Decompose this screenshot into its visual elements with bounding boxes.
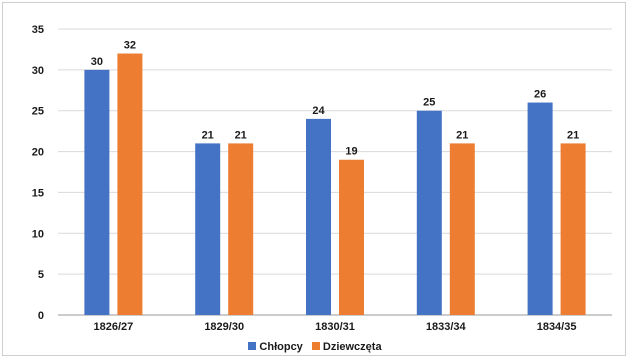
bars (84, 53, 586, 316)
bar-dziewczeta (117, 53, 143, 316)
bar-dziewczeta (449, 143, 475, 315)
data-label: 30 (91, 56, 103, 68)
y-tick-label: 15 (32, 187, 44, 199)
data-label: 26 (534, 89, 546, 101)
x-tick-label: 1833/34 (426, 321, 467, 333)
y-tick-label: 20 (32, 147, 44, 159)
data-label: 25 (423, 97, 435, 109)
y-axis: 0 5 10 15 20 25 30 35 (32, 24, 44, 322)
x-tick-label: 1830/31 (315, 321, 355, 333)
legend-label-chlopcy: Chłopcy (259, 341, 303, 353)
data-label: 21 (456, 129, 468, 141)
legend: Chłopcy Dziewczęta (0, 341, 630, 353)
legend-swatch-dziewczeta (311, 342, 320, 350)
bar-chlopcy (527, 102, 553, 316)
x-tick-label: 1834/35 (537, 321, 577, 333)
data-labels: 30 32 21 21 24 19 25 21 26 21 (91, 40, 579, 158)
bar-chlopcy (84, 69, 110, 315)
bar-chlopcy (416, 110, 442, 315)
gridlines (58, 28, 612, 316)
bar-dziewczeta (560, 143, 586, 315)
bar-dziewczeta (339, 159, 364, 315)
data-label: 21 (567, 129, 579, 141)
bar-chlopcy (306, 118, 331, 315)
data-label: 24 (312, 105, 325, 117)
bar-chlopcy (195, 143, 221, 315)
y-tick-label: 25 (32, 106, 44, 118)
x-tick-label: 1826/27 (94, 321, 134, 333)
legend-swatch-chlopcy (248, 342, 257, 350)
y-tick-label: 0 (38, 310, 44, 322)
legend-item-chlopcy: Chłopcy (248, 341, 303, 353)
data-label: 32 (124, 40, 136, 52)
x-tick-label: 1829/30 (204, 321, 244, 333)
x-axis: 1826/27 1829/30 1830/31 1833/34 1834/35 (94, 321, 577, 333)
data-label: 21 (202, 129, 214, 141)
data-label: 21 (235, 129, 247, 141)
bar-dziewczeta (228, 143, 254, 315)
y-tick-label: 10 (32, 228, 44, 240)
y-tick-label: 5 (38, 269, 44, 281)
legend-label-dziewczeta: Dziewczęta (322, 341, 382, 353)
data-label: 19 (345, 146, 357, 158)
legend-item-dziewczeta: Dziewczęta (311, 341, 382, 353)
y-tick-label: 30 (32, 65, 44, 77)
y-tick-label: 35 (32, 24, 44, 36)
